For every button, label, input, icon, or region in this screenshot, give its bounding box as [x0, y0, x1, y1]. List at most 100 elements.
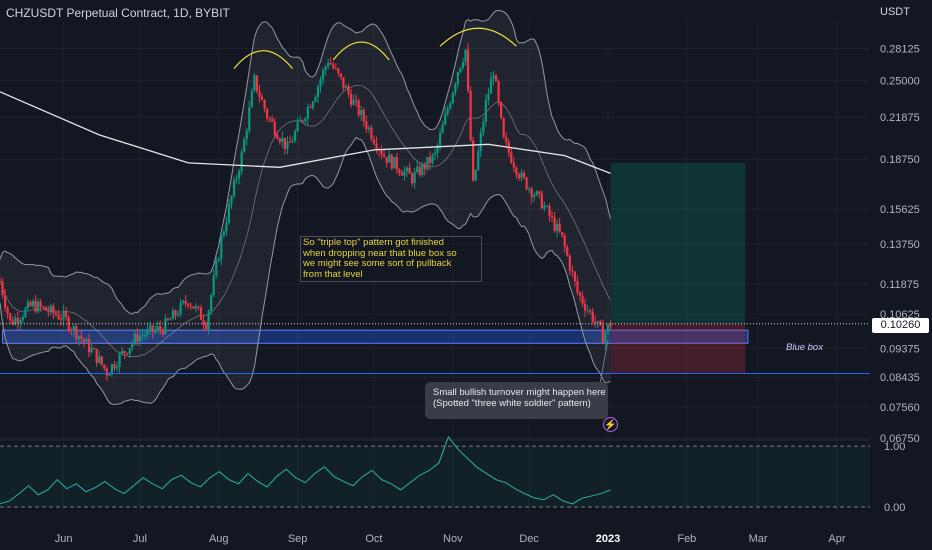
candle-body [141, 335, 144, 337]
candle-body [583, 303, 587, 311]
candle-body [339, 73, 342, 78]
callout-pointer [599, 339, 609, 385]
candle-body [304, 118, 307, 122]
candle-body [403, 171, 406, 176]
candle-body [545, 205, 549, 207]
candle-body [21, 316, 24, 320]
candle-body [128, 347, 131, 354]
candle-body [273, 121, 276, 135]
candle-body [444, 113, 447, 125]
candle-body [606, 324, 610, 333]
candle-body [576, 281, 579, 293]
candle-body [411, 173, 414, 184]
candle-body [6, 307, 9, 314]
candle-body [95, 349, 98, 363]
candle-body [148, 325, 152, 330]
candle-body [344, 86, 348, 89]
candle-body [166, 318, 169, 320]
candle-body [243, 139, 246, 153]
candle-body [199, 307, 203, 320]
candle-body [515, 167, 518, 175]
candle-body [182, 300, 185, 303]
candle-body [347, 86, 350, 94]
last-price-tag: 0.10260 [872, 318, 929, 333]
candle-body [80, 336, 83, 340]
candle-body [169, 319, 172, 321]
candle-body [599, 320, 602, 326]
candle-body [311, 101, 314, 108]
candle-body [192, 306, 195, 309]
candle-body [238, 171, 241, 179]
candle-body [342, 77, 345, 89]
candle-body [113, 364, 116, 369]
candle-body [372, 138, 376, 144]
candle-body [44, 306, 47, 311]
candle-body [288, 141, 292, 143]
oscillator-tick-label: 1.00 [884, 441, 905, 453]
candle-body [533, 195, 536, 198]
candle-body [271, 118, 274, 122]
candle-body [232, 180, 236, 197]
candle-body [568, 255, 571, 271]
candle-body [566, 246, 569, 256]
triple-top-note[interactable]: So "triple top" pattern got finished whe… [300, 236, 482, 282]
candle-body [174, 310, 177, 316]
x-tick-label: Jun [55, 533, 73, 545]
lightning-icon[interactable]: ⚡ [603, 417, 618, 432]
candle-body [510, 152, 513, 163]
candle-body [474, 169, 477, 181]
candle-body [497, 81, 500, 102]
candle-body [548, 205, 551, 217]
y-tick-label: 0.07560 [880, 402, 920, 414]
candle-body [266, 109, 269, 119]
candle-body [421, 164, 424, 176]
blue-box-zone [2, 329, 749, 344]
candle-body [220, 235, 223, 259]
candle-body [383, 154, 386, 157]
candle-body [210, 294, 213, 311]
candle-body [494, 75, 498, 82]
candle-body [276, 134, 279, 139]
candle-body [433, 152, 437, 155]
candle-body [184, 300, 187, 304]
candle-body [16, 317, 19, 323]
candle-body [85, 339, 88, 342]
candle-body [72, 326, 75, 331]
candle-body [426, 156, 429, 169]
x-tick-label: Apr [828, 533, 845, 545]
candle-body [194, 306, 197, 309]
candle-body [62, 311, 65, 320]
candle-body [500, 101, 503, 119]
candle-body [441, 124, 444, 134]
note-line-2: when dropping near that blue box so [303, 247, 457, 259]
candle-body [34, 301, 37, 312]
candle-body [248, 107, 251, 131]
y-tick-label: 0.11875 [880, 279, 919, 291]
candle-body [136, 333, 139, 342]
candle-body [461, 62, 465, 68]
band-upper [0, 9, 612, 315]
target-zone [610, 162, 746, 324]
candle-body [319, 79, 322, 87]
candle-body [472, 140, 475, 181]
candle-body [146, 329, 149, 335]
candle-body [352, 99, 355, 105]
oscillator-tick-label: 0.00 [884, 502, 905, 514]
band-lower [0, 136, 611, 405]
candle-body [609, 324, 612, 327]
candle-body [179, 302, 182, 315]
top-arc-3 [439, 27, 517, 47]
candle-body [52, 305, 55, 314]
currency-label: USDT [880, 6, 910, 18]
candle-body [329, 63, 332, 65]
candle-body [187, 303, 190, 306]
candle-body [314, 97, 317, 102]
candle-body [477, 151, 480, 170]
candle-body [556, 223, 559, 231]
x-tick-label: Sep [288, 533, 308, 545]
bullish-callout[interactable]: Small bullish turnover might happen here… [425, 382, 608, 419]
candle-body [563, 235, 566, 247]
candle-body [535, 191, 538, 196]
candle-body [204, 324, 208, 330]
